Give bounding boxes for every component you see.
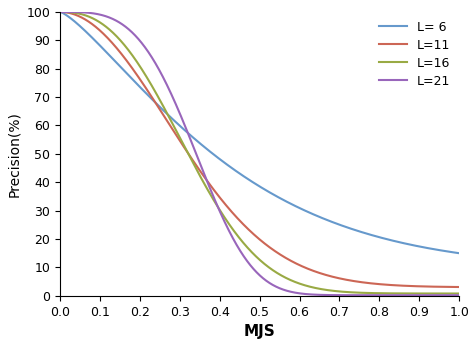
- X-axis label: MJS: MJS: [244, 324, 276, 339]
- L=21: [371, 293, 377, 297]
- L=11: [371, 282, 377, 286]
- L=11: [251, 233, 257, 237]
- L= 6: [456, 251, 462, 255]
- L=16: [251, 253, 257, 257]
- L=21: [241, 254, 247, 258]
- L= 6: [57, 10, 63, 14]
- L=11: [57, 10, 63, 14]
- Line: L=11: L=11: [60, 12, 459, 287]
- L=21: [445, 293, 450, 297]
- L= 6: [241, 174, 247, 178]
- L=11: [445, 285, 450, 289]
- L=16: [371, 291, 377, 295]
- L= 6: [78, 25, 83, 29]
- L=21: [456, 293, 462, 297]
- L=21: [57, 10, 63, 14]
- L=11: [456, 285, 462, 289]
- L=16: [456, 291, 462, 295]
- L= 6: [445, 249, 450, 254]
- Legend: L= 6, L=11, L=16, L=21: L= 6, L=11, L=16, L=21: [375, 16, 456, 93]
- Line: L= 6: L= 6: [60, 12, 459, 253]
- L=16: [57, 10, 63, 14]
- L=16: [241, 241, 247, 245]
- L=21: [78, 10, 83, 14]
- L= 6: [445, 249, 450, 254]
- L= 6: [251, 181, 257, 185]
- Line: L=16: L=16: [60, 12, 459, 293]
- L=11: [445, 285, 450, 289]
- L=11: [78, 15, 83, 19]
- Line: L=21: L=21: [60, 12, 459, 295]
- L=16: [445, 291, 450, 295]
- L=11: [241, 222, 247, 227]
- L=21: [445, 293, 450, 297]
- L=21: [251, 267, 257, 272]
- Y-axis label: Precision(%): Precision(%): [7, 111, 21, 197]
- L=16: [78, 12, 83, 16]
- L=16: [445, 291, 450, 295]
- L= 6: [371, 234, 377, 238]
